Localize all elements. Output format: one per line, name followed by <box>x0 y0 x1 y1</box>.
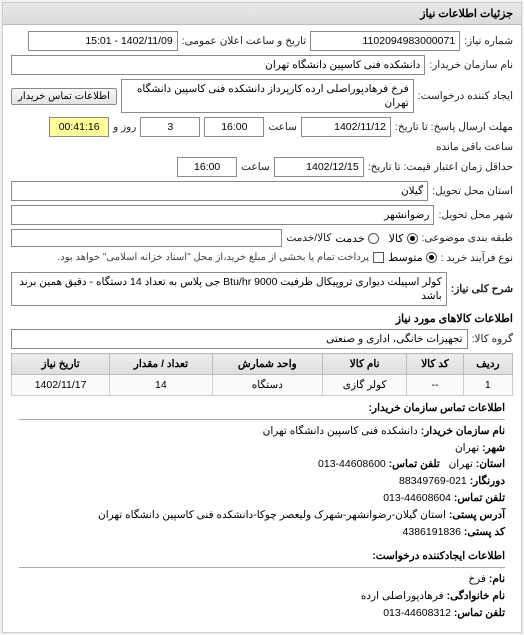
goods-radio-label: کالا <box>389 232 404 245</box>
table-row[interactable]: 1 -- کولر گازی دستگاه 14 1402/11/17 <box>12 375 513 396</box>
need-no-field: 1102094983000071 <box>310 31 460 51</box>
fax-lbl: دورنگار: <box>470 475 505 487</box>
phone-val: 44608600-013 <box>318 458 386 470</box>
buyer-contact-button[interactable]: اطلاعات تماس خریدار <box>11 88 117 105</box>
cell-name: کولر گازی <box>322 375 406 396</box>
valid-min-label: حداقل زمان اعتبار قیمت: تا تاریخ: <box>368 161 513 173</box>
state-lbl: استان: <box>476 458 505 470</box>
reply-deadline-label: مهلت ارسال پاسخ: تا تاریخ: <box>395 121 513 133</box>
announce-dt-label: تاریخ و ساعت اعلان عمومی: <box>182 35 306 47</box>
buyer-name-field: دانشکده فنی کاسپین دانشگاه تهران <box>11 55 425 75</box>
pack-way-label: طبقه بندی موضوعی: <box>422 232 513 244</box>
org-val: دانشکده فنی کاسپین دانشگاه تهران <box>263 425 418 437</box>
creator-contact-block: اطلاعات ایجادکننده درخواست: نام: فرخ نام… <box>11 544 513 625</box>
goods-group-label: گروه کالا: <box>472 333 513 345</box>
need-desc-field: کولر اسپیلت دیواری تروپیکال ظرفیت Btu/hr… <box>11 272 447 306</box>
reply-date-field: 1402/11/12 <box>301 117 391 137</box>
fax-val: 021-88349769 <box>399 475 467 487</box>
city-lbl: شهر: <box>482 442 505 454</box>
reply-time-field: 16:00 <box>204 117 264 137</box>
ph-lbl: تلفن تماس: <box>454 607 505 619</box>
panel-header: جزئیات اطلاعات نیاز <box>3 3 521 25</box>
valid-time-label: ساعت <box>241 161 270 173</box>
col-date: تاریخ نیاز <box>12 354 110 375</box>
reply-time-label: ساعت <box>268 121 297 133</box>
buy-process-radio-group: متوسط <box>388 251 437 264</box>
phone2-val: 44608604-013 <box>383 492 451 504</box>
need-details-panel: جزئیات اطلاعات نیاز شماره نیاز: 11020949… <box>2 2 522 633</box>
cell-unit: دستگاه <box>212 375 322 396</box>
hours-remain-label: ساعت باقی مانده <box>436 141 513 153</box>
org-lbl: نام سازمان خریدار: <box>421 425 505 437</box>
announce-dt-field: 1402/11/09 - 15:01 <box>28 31 178 51</box>
valid-date-field: 1402/12/15 <box>274 157 364 177</box>
ln-lbl: نام خانوادگی: <box>447 590 505 602</box>
service-radio[interactable] <box>368 233 379 244</box>
cell-date: 1402/11/17 <box>12 375 110 396</box>
goods-radio-item[interactable]: کالا <box>389 232 418 245</box>
buyer-name-label: نام سازمان خریدار: <box>429 59 513 71</box>
buy-note: پرداخت تمام یا بخشی از مبلغ خرید،از محل … <box>57 252 369 263</box>
cell-row: 1 <box>463 375 512 396</box>
col-code: کد کالا <box>407 354 463 375</box>
goods-radio[interactable] <box>407 233 418 244</box>
medium-radio-item[interactable]: متوسط <box>388 251 437 264</box>
phone2-lbl: تلفن تماس: <box>454 492 505 504</box>
fn-lbl: نام: <box>489 573 505 585</box>
pc-lbl: کد پستی: <box>464 526 505 538</box>
delivery-city-field: رضوانشهر <box>11 205 434 225</box>
or-service-field <box>11 229 282 247</box>
cell-qty: 14 <box>110 375 212 396</box>
days-and-label: روز و <box>113 121 136 133</box>
state-val: تهران <box>449 458 473 470</box>
or-service-label: کالا/خدمت <box>286 232 331 244</box>
service-radio-item[interactable]: خدمت <box>335 232 378 245</box>
pc-val: 4386191836 <box>403 526 461 538</box>
fn-val: فرخ <box>468 573 486 585</box>
col-row: ردیف <box>463 354 512 375</box>
service-radio-label: خدمت <box>335 232 364 245</box>
col-name: نام کالا <box>322 354 406 375</box>
items-table: ردیف کد کالا نام کالا واحد شمارش تعداد /… <box>11 353 513 396</box>
col-qty: تعداد / مقدار <box>110 354 212 375</box>
need-desc-label: شرح کلی نیاز: <box>451 283 513 295</box>
delivery-city-label: شهر محل تحویل: <box>438 209 513 221</box>
addr-val: استان گیلان-رضوانشهر-شهرک ولیعصر چوکا-دا… <box>98 509 446 521</box>
need-no-label: شماره نیاز: <box>464 35 513 47</box>
col-unit: واحد شمارش <box>212 354 322 375</box>
buyer-contact-header: اطلاعات تماس سازمان خریدار: <box>19 400 505 420</box>
medium-radio[interactable] <box>426 252 437 263</box>
request-creator-field: فرخ فرهادپوراصلی ارده کارپرداز دانشکده ف… <box>121 79 414 113</box>
delivery-state-label: استان محل تحویل: <box>432 185 513 197</box>
delivery-state-field: گیلان <box>11 181 428 201</box>
buyer-contact-block: اطلاعات تماس سازمان خریدار: نام سازمان خ… <box>11 396 513 544</box>
phone-lbl: تلفن تماس: <box>389 458 440 470</box>
city-val: تهران <box>455 442 479 454</box>
ln-val: فرهادپوراصلی ارده <box>361 590 444 602</box>
cell-code: -- <box>407 375 463 396</box>
goods-service-radio-group: کالا خدمت <box>335 232 417 245</box>
form-body: شماره نیاز: 1102094983000071 تاریخ و ساع… <box>3 25 521 632</box>
medium-radio-label: متوسط <box>388 251 423 264</box>
request-creator-label: ایجاد کننده درخواست: <box>418 90 513 102</box>
days-remain-field: 3 <box>140 117 200 137</box>
items-section-title: اطلاعات کالاهای مورد نیاز <box>11 312 513 325</box>
time-remain-field: 00:41:16 <box>49 117 109 137</box>
buy-process-label: نوع فرآیند خرید : <box>441 252 513 264</box>
addr-lbl: آدرس پستی: <box>449 509 505 521</box>
valid-time-field: 16:00 <box>177 157 237 177</box>
goods-group-field: تجهیزات خانگی، اداری و صنعتی <box>11 329 468 349</box>
items-header-row: ردیف کد کالا نام کالا واحد شمارش تعداد /… <box>12 354 513 375</box>
creator-contact-header: اطلاعات ایجادکننده درخواست: <box>19 548 505 568</box>
ph-val: 44608312-013 <box>383 607 451 619</box>
treasury-checkbox[interactable] <box>373 252 384 263</box>
